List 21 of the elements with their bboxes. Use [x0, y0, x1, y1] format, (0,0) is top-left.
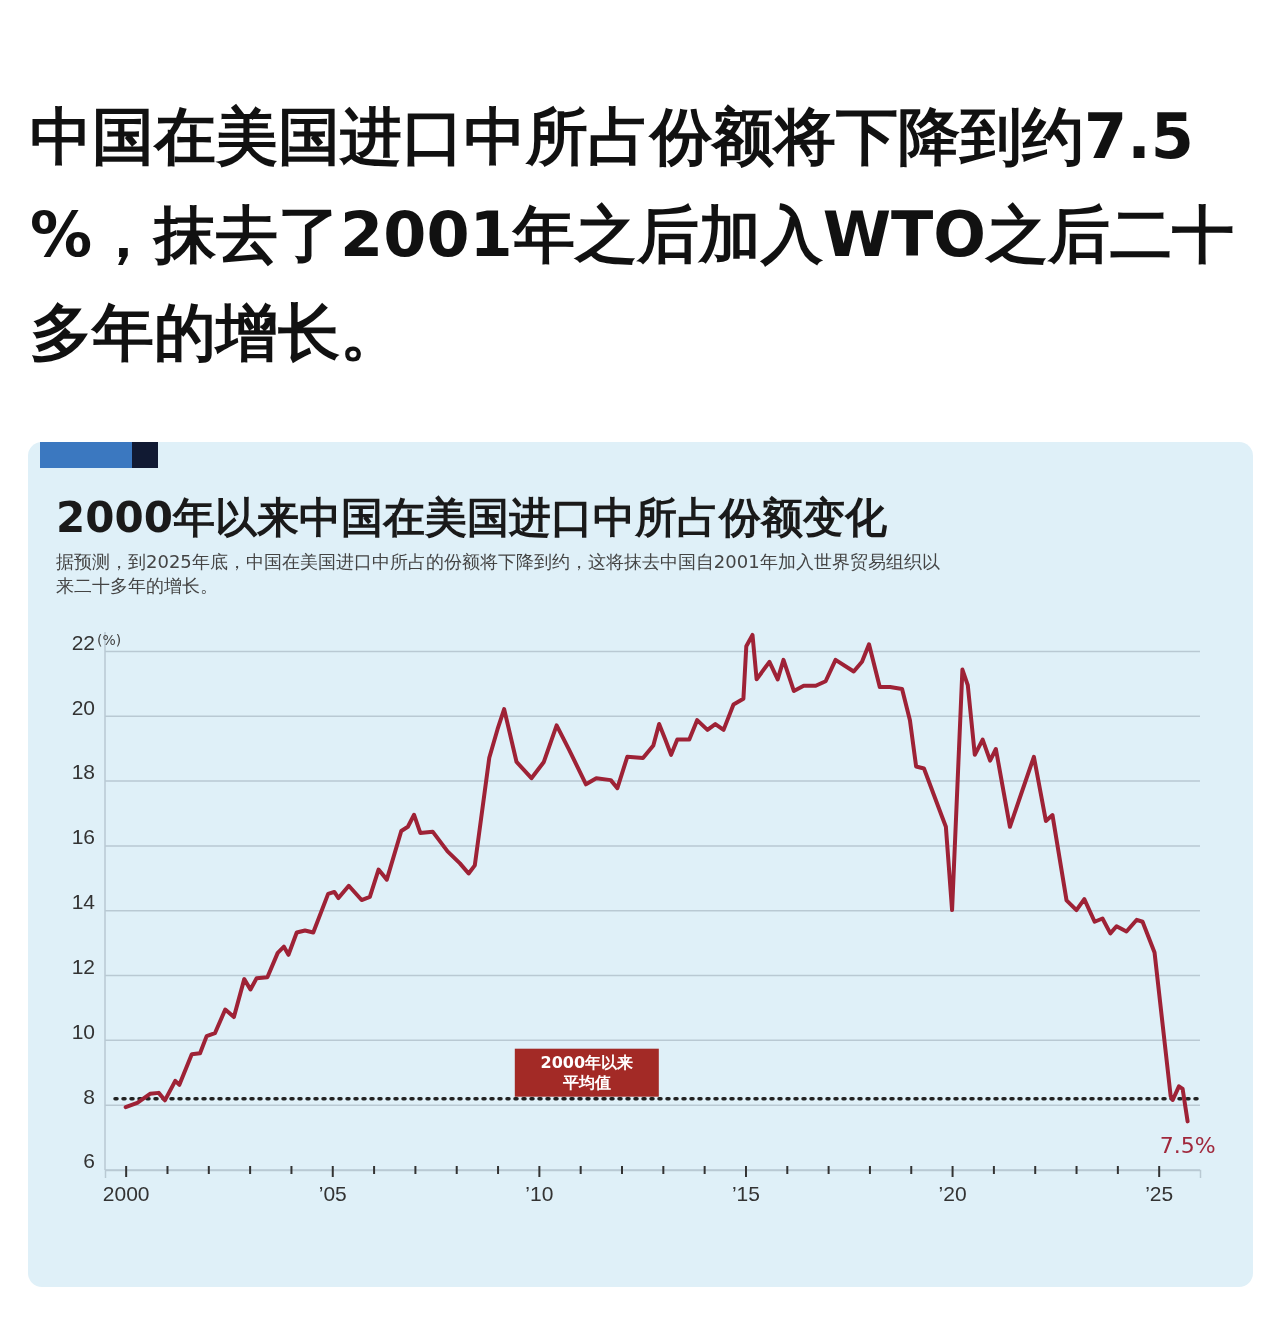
y-tick-label: 8 [83, 1084, 95, 1108]
x-tick-label: ’10 [525, 1181, 554, 1205]
x-tick-label: ’05 [318, 1181, 347, 1205]
y-tick-label: 6 [83, 1149, 95, 1173]
y-tick-label: 14 [71, 890, 96, 914]
y-axis-title: (%) [97, 632, 122, 649]
x-tick-label: 2000 [102, 1181, 150, 1205]
y-tick-label: 18 [71, 760, 95, 784]
chart-title: 中国在美国进口中所占份额将下降到约7.5%，抹去了2001年之后加入WTO之后二十多年的增长。 [30, 100, 1235, 369]
x-tick-label: ’20 [938, 1181, 967, 1205]
text: 据预测，到2025年底，中国在美国进口中所占的份额将下降到约，这将抹去中国自2001年加入世界贸易组织以来二十多年的增长。 [56, 551, 940, 596]
y-tick-label: 12 [71, 954, 95, 978]
y-tick-label: 16 [71, 825, 95, 849]
y-tick-label: 20 [71, 695, 95, 719]
y-tick-label: 22 [71, 630, 95, 654]
y-tick-label: 10 [71, 1019, 95, 1043]
x-tick-label: ’25 [1145, 1181, 1174, 1205]
x-tick-label: ’15 [731, 1181, 760, 1205]
annotation: 7.5% [1159, 1133, 1216, 1159]
chart-subtitle: 2000年以来中国在美国进口中所占份额变化 [56, 493, 888, 542]
ref-line-label: 2000年以来平均值 [540, 1052, 634, 1092]
